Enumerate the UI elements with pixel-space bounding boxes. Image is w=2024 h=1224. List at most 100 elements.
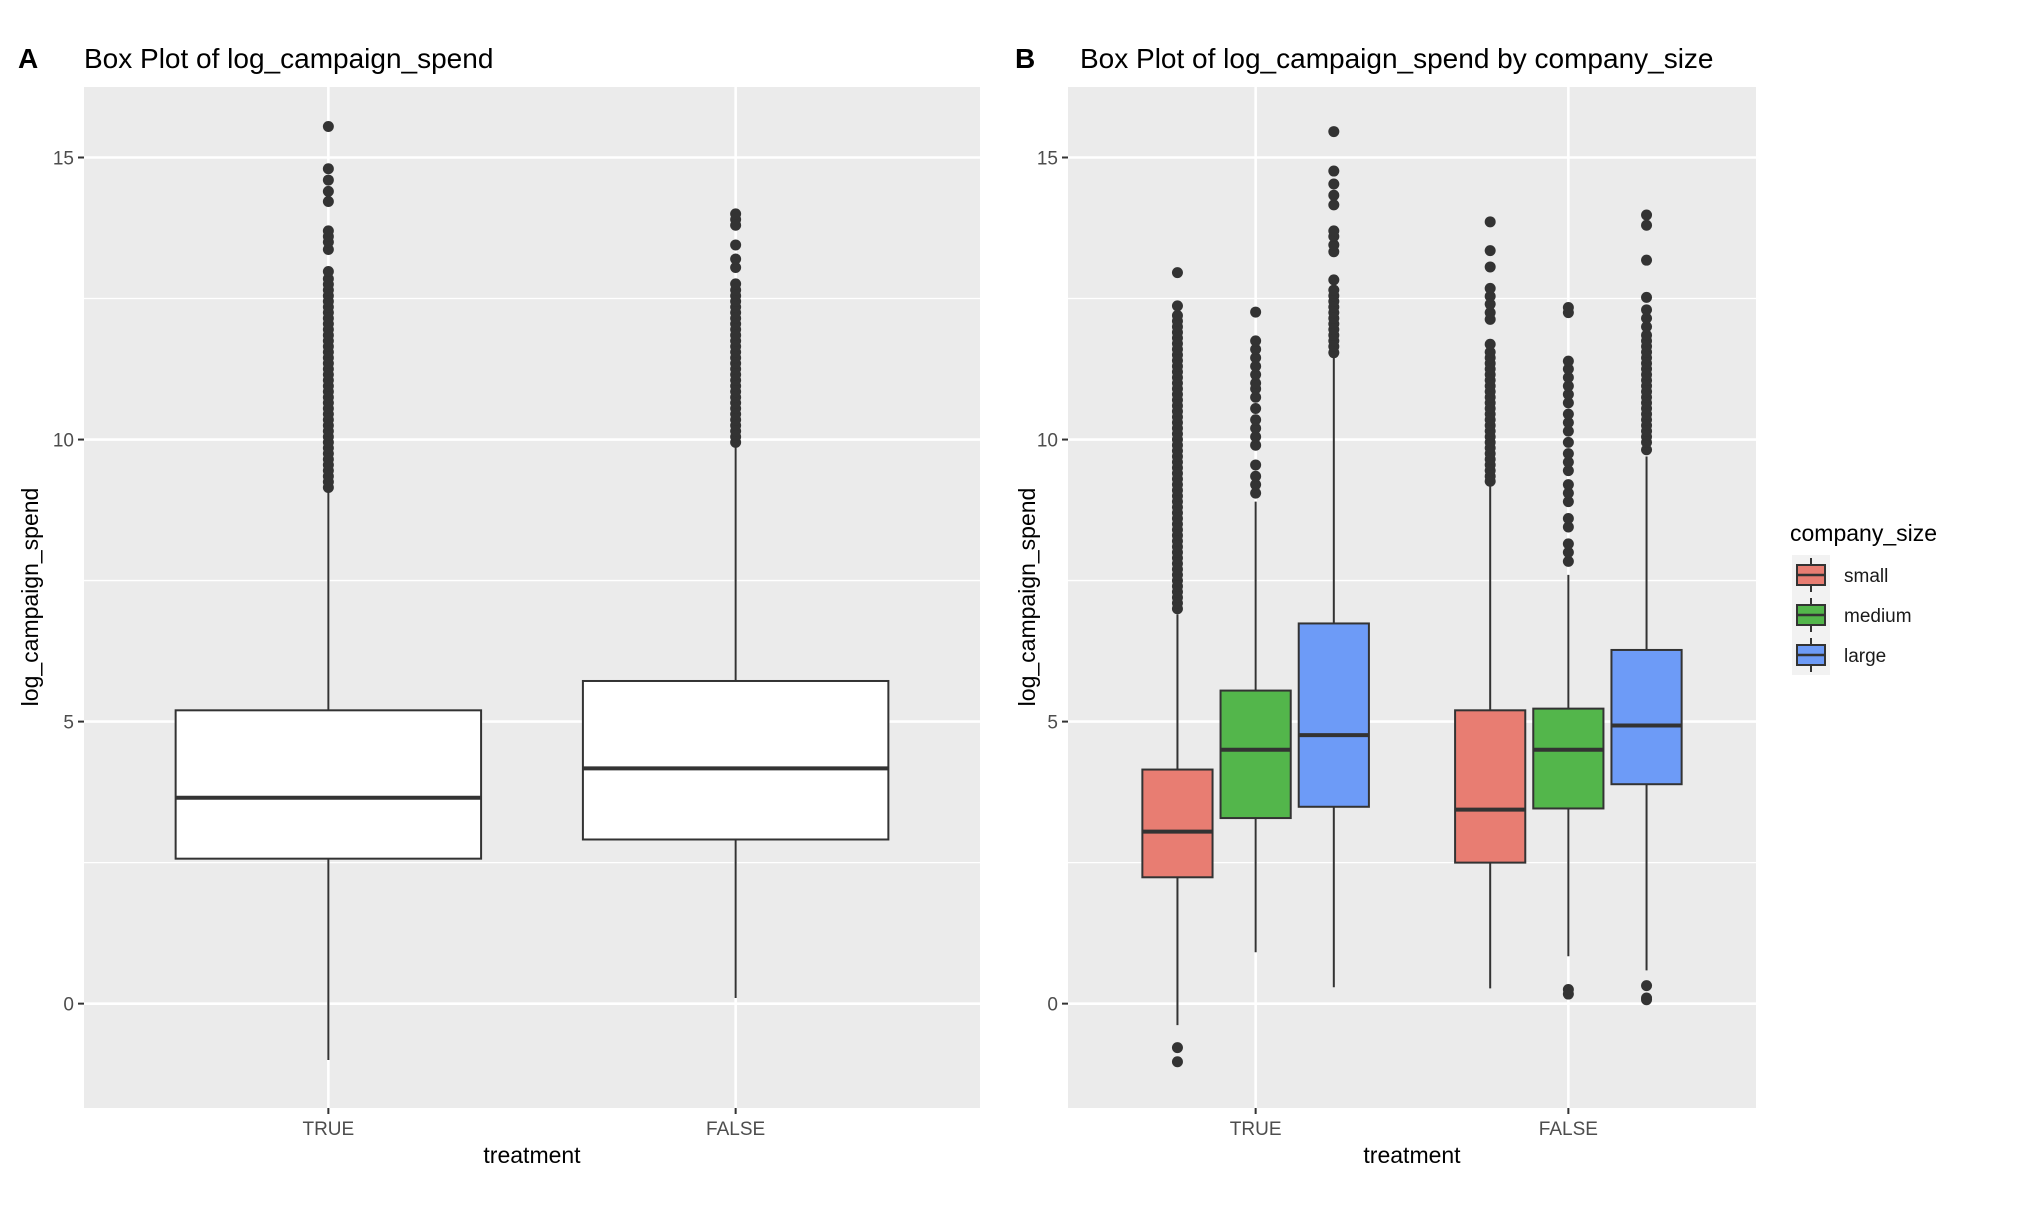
box-true-large-outlier xyxy=(1328,178,1340,190)
box-true-medium-outlier xyxy=(1250,369,1262,381)
panel-a-x-axis: TRUE FALSE xyxy=(302,1108,765,1140)
box-false-medium-outlier xyxy=(1562,513,1574,525)
box-true-large-outlier xyxy=(1328,165,1340,177)
x-tick-label: TRUE xyxy=(1230,1119,1282,1140)
box-false-medium-outlier xyxy=(1562,436,1574,448)
box-false-large-outlier xyxy=(1641,254,1653,266)
legend-item-large: large xyxy=(1792,635,1886,675)
box-true-medium-outlier xyxy=(1250,306,1262,318)
box-false-small-box xyxy=(1454,709,1527,864)
y-tick-label: 0 xyxy=(63,995,74,1016)
box-false-medium-outlier xyxy=(1562,546,1574,558)
box-true-large-box xyxy=(1297,622,1370,808)
box-false-medium-outlier xyxy=(1562,496,1574,508)
panel-b-title: Box Plot of log_campaign_spend by compan… xyxy=(1080,43,1714,74)
box-true-outlier xyxy=(322,185,334,197)
box-false-large-outlier xyxy=(1641,321,1653,333)
panel-a-marks xyxy=(174,120,890,1061)
box-true-outlier xyxy=(322,225,334,237)
box-false-large-outlier xyxy=(1641,219,1653,231)
box-true-medium-outlier xyxy=(1250,479,1262,491)
box-false-small-outlier xyxy=(1484,346,1496,358)
box-false-medium-box xyxy=(1532,707,1605,810)
box-false-medium-outlier xyxy=(1562,302,1574,314)
box-false-medium-outlier xyxy=(1562,465,1574,477)
box-false-large-outlier xyxy=(1641,980,1653,992)
box-false-small-outlier xyxy=(1484,298,1496,310)
box-true-small-outlier xyxy=(1171,1056,1183,1068)
panel-b-tag: B xyxy=(1015,43,1035,74)
panel-a-y-axis-title: log_campaign_spend xyxy=(17,488,43,707)
box-false-large-outlier xyxy=(1641,209,1653,221)
box-false-box xyxy=(581,679,890,841)
box-true-box xyxy=(174,709,483,860)
panel-b-y-axis: 0 5 10 15 xyxy=(1037,149,1068,1016)
box-false-medium-outlier xyxy=(1562,388,1574,400)
box-true-small-box xyxy=(1141,768,1214,879)
box-true-medium-outlier xyxy=(1250,343,1262,355)
box-false-medium-outlier xyxy=(1562,425,1574,437)
panel-b-marks xyxy=(1141,126,1683,1068)
box-true-medium-outlier xyxy=(1250,403,1262,415)
box-true-outlier xyxy=(322,174,334,186)
legend-items: small medium large xyxy=(1792,555,1912,675)
panel-b: B Box Plot of log_campaign_spend by comp… xyxy=(1014,43,1756,1168)
box-false-medium-outlier xyxy=(1562,538,1574,550)
box-false-medium-outlier xyxy=(1562,397,1574,409)
panel-a-background xyxy=(84,87,980,1108)
box-false-medium-outlier xyxy=(1562,355,1574,367)
box-true-large-outlier xyxy=(1328,274,1340,286)
box-false-small-outlier xyxy=(1484,290,1496,302)
x-tick-label: FALSE xyxy=(706,1119,765,1140)
legend-label: small xyxy=(1844,566,1888,587)
box-true-medium-outlier xyxy=(1250,335,1262,347)
panel-b-x-axis: TRUE FALSE xyxy=(1230,1108,1598,1140)
y-tick-label: 10 xyxy=(1037,431,1058,452)
box-true-medium-outlier xyxy=(1250,422,1262,434)
box-true-small-outlier xyxy=(1171,1042,1183,1054)
box-false-small-outlier xyxy=(1484,307,1496,319)
box-true-outlier xyxy=(322,120,334,132)
box-true-outlier xyxy=(322,265,334,277)
box-true-outlier xyxy=(322,163,334,175)
box-true-large-outlier xyxy=(1328,239,1340,251)
box-true-medium-outlier xyxy=(1250,414,1262,426)
box-false-large-outlier xyxy=(1641,312,1653,324)
box-false-small-outlier xyxy=(1484,282,1496,294)
box-false-medium-outlier xyxy=(1562,555,1574,567)
box-false-large-outlier xyxy=(1641,992,1653,1004)
box-false-large-box xyxy=(1610,648,1683,786)
y-tick-label: 0 xyxy=(1047,995,1058,1016)
box-true-medium-outlier xyxy=(1250,391,1262,403)
box-true-medium-box xyxy=(1219,689,1292,820)
box-false-medium-outlier xyxy=(1562,380,1574,392)
box-false-large-outlier xyxy=(1641,304,1653,316)
panel-b-background xyxy=(1068,87,1756,1108)
box-false-medium-outlier xyxy=(1562,372,1574,384)
y-tick-label: 15 xyxy=(1037,149,1058,170)
legend-label: large xyxy=(1844,646,1886,667)
box-true-large-outlier xyxy=(1328,284,1340,296)
box-true-medium-outlier xyxy=(1250,487,1262,499)
box-false-medium-outlier xyxy=(1562,479,1574,491)
box-false-outlier xyxy=(730,208,742,220)
box-true-small-outlier xyxy=(1171,309,1183,321)
box-false-outlier xyxy=(730,239,742,251)
legend: company_size small medium large xyxy=(1790,520,1937,675)
panel-b-x-axis-title: treatment xyxy=(1363,1142,1461,1168)
box-true-large-outlier xyxy=(1328,225,1340,237)
box-false-small-outlier xyxy=(1484,338,1496,350)
legend-item-small: small xyxy=(1792,555,1888,595)
y-tick-label: 5 xyxy=(63,713,74,734)
legend-item-medium: medium xyxy=(1792,595,1912,635)
box-false-medium-outlier xyxy=(1562,521,1574,533)
box-false-medium-outlier xyxy=(1562,363,1574,375)
box-false-small-outlier xyxy=(1484,245,1496,257)
box-false-large-outlier xyxy=(1641,329,1653,341)
box-false-small-outlier xyxy=(1484,216,1496,228)
x-tick-label: FALSE xyxy=(1539,1119,1598,1140)
box-false-outlier xyxy=(730,278,742,290)
y-tick-label: 5 xyxy=(1047,713,1058,734)
panel-a: A Box Plot of log_campaign_spend 051015 … xyxy=(17,43,980,1168)
box-true-medium-outlier xyxy=(1250,352,1262,364)
